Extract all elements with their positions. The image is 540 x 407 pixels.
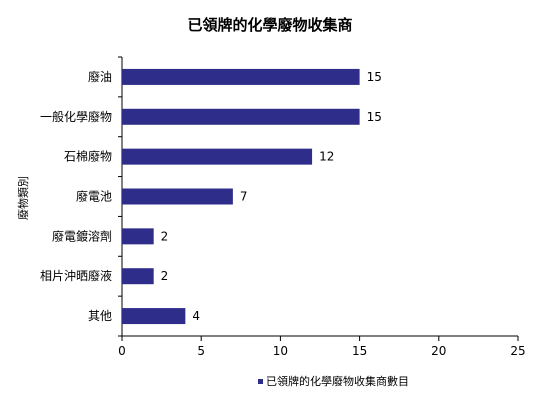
bar [122, 188, 233, 205]
data-label: 12 [319, 150, 334, 164]
bar [122, 108, 360, 125]
data-label: 15 [367, 110, 382, 124]
data-label: 2 [161, 269, 169, 283]
category-label: 其他 [88, 309, 112, 323]
x-tick-label: 15 [352, 344, 367, 358]
x-tick-label: 0 [118, 344, 126, 358]
bar [122, 228, 154, 245]
x-tick-label: 20 [431, 344, 446, 358]
data-label: 4 [192, 309, 200, 323]
plot-area: 0 5 10 15 20 25 廢油 15 一般化學廢物 15 石棉廢物 12 廢電池 7 廢電鍍溶劑 2 相片… [40, 56, 526, 358]
category-label: 廢油 [88, 69, 112, 84]
data-label: 2 [161, 229, 169, 243]
bar [122, 308, 186, 325]
y-axis-title: 廢物類別 [16, 176, 30, 220]
category-label: 一般化學廢物 [40, 109, 112, 124]
category-label: 相片沖晒廢液 [40, 268, 112, 283]
category-label: 廢電池 [76, 189, 112, 204]
x-tick-label: 25 [510, 344, 525, 358]
bar [122, 268, 154, 285]
data-label: 7 [240, 190, 248, 204]
legend-label: 已領牌的化學廢物收集商數目 [266, 374, 409, 388]
category-label: 石棉廢物 [64, 149, 112, 164]
bar [122, 148, 313, 165]
legend: 已領牌的化學廢物收集商數目 [258, 374, 409, 388]
bar [122, 68, 360, 85]
legend-swatch [258, 379, 263, 384]
data-label: 15 [367, 70, 382, 84]
category-label: 廢電鍍溶劑 [52, 228, 112, 243]
x-tick-label: 10 [273, 344, 288, 358]
chart-title: 已領牌的化學廢物收集商 [187, 16, 352, 34]
x-tick-label: 5 [197, 344, 205, 358]
